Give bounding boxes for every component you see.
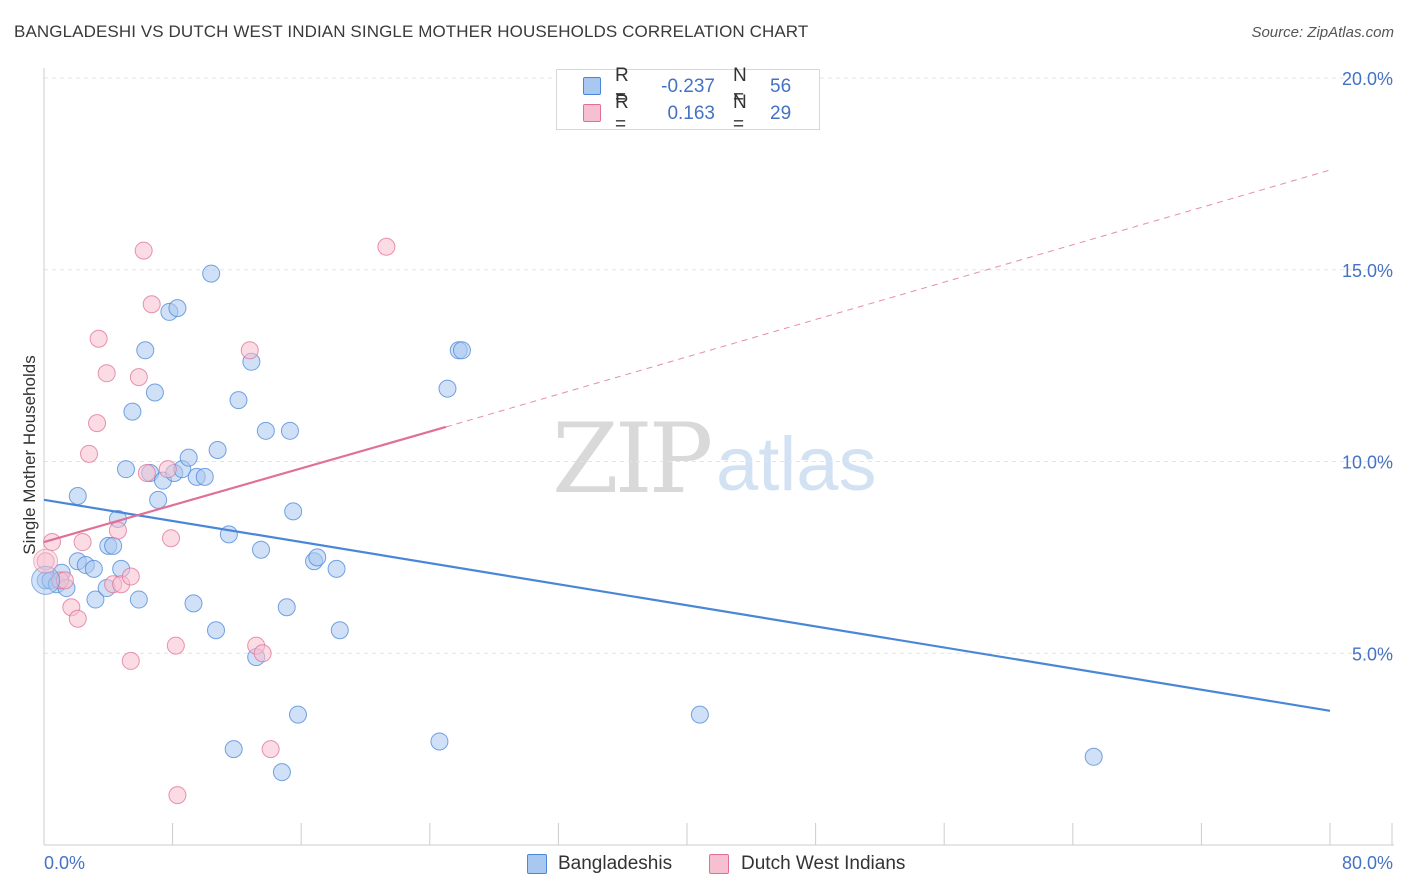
trend-lines: [43, 169, 1331, 712]
data-point-cluster: [31, 565, 61, 595]
data-point: [202, 264, 221, 283]
data-point: [137, 464, 156, 483]
data-point: [430, 732, 449, 751]
legend-n-label: N =: [733, 91, 747, 135]
legend-n-value: 56: [770, 75, 792, 97]
data-point: [377, 237, 396, 256]
data-point: [330, 621, 349, 640]
data-point: [261, 740, 280, 759]
x-tick-label: 80.0%: [1342, 853, 1393, 873]
data-point: [168, 299, 187, 318]
trend-line-extension: [445, 169, 1331, 428]
data-point: [207, 621, 226, 640]
y-axis-label: Single Mother Households: [20, 355, 39, 554]
watermark-zip: ZIP: [552, 403, 711, 515]
watermark-atlas: atlas: [716, 422, 877, 507]
y-tick-label: 15.0%: [1342, 261, 1393, 281]
legend-r-label: R =: [615, 91, 629, 135]
series-bangladeshis: [36, 264, 1103, 782]
series-dutch-west-indians: [36, 237, 396, 805]
data-point: [80, 444, 99, 463]
data-point: [161, 529, 180, 548]
data-point: [438, 379, 457, 398]
trend-line-dutch-west-indians: [43, 425, 447, 544]
data-point: [84, 559, 103, 578]
data-point: [121, 567, 140, 586]
data-point: [129, 368, 148, 387]
bottom-legend-label: Dutch West Indians: [741, 853, 906, 874]
legend-r-value: 0.163: [667, 102, 715, 124]
data-point: [121, 651, 140, 670]
watermark: ZIP atlas: [552, 403, 877, 515]
y-tick-label: 5.0%: [1352, 644, 1393, 664]
data-point: [280, 421, 299, 440]
data-point: [288, 705, 307, 724]
data-point: [158, 460, 177, 479]
data-point: [168, 786, 187, 805]
data-point: [277, 598, 296, 617]
data-point: [136, 341, 155, 360]
data-point: [308, 548, 327, 567]
data-point: [145, 383, 164, 402]
data-point: [690, 705, 709, 724]
data-point: [184, 594, 203, 613]
data-point: [452, 341, 471, 360]
data-point: [272, 763, 291, 782]
trend-line-bangladeshis: [43, 498, 1331, 712]
y-tick-label: 10.0%: [1342, 453, 1393, 473]
legend-n-value: 29: [770, 102, 792, 124]
data-point: [166, 636, 185, 655]
data-point: [327, 559, 346, 578]
data-point: [108, 521, 127, 540]
data-point: [1084, 747, 1103, 766]
data-point-cluster: [33, 548, 59, 574]
data-point: [89, 329, 108, 348]
x-tick-label: 0.0%: [44, 853, 85, 873]
data-point: [123, 402, 142, 421]
legend-n-label: N =: [733, 64, 747, 108]
data-point: [129, 590, 148, 609]
data-point: [284, 502, 303, 521]
bottom-legend-bangladeshis: Bangladeshis: [527, 852, 697, 878]
data-point: [97, 364, 116, 383]
data-point: [195, 467, 214, 486]
legend-swatch-blue: [583, 77, 601, 95]
y-tick-label: 20.0%: [1342, 69, 1393, 89]
legend-r-label: R =: [615, 64, 629, 108]
bottom-legend-label: Bangladeshis: [558, 853, 673, 874]
data-point: [149, 490, 168, 509]
data-point: [253, 644, 272, 663]
data-point: [134, 241, 153, 260]
data-point: [240, 341, 259, 360]
legend-r-value: -0.237: [661, 75, 715, 97]
chart-source: Source: ZipAtlas.com: [1251, 24, 1394, 41]
data-point: [256, 421, 275, 440]
data-point: [224, 740, 243, 759]
data-point: [68, 487, 87, 506]
chart-title: BANGLADESHI VS DUTCH WEST INDIAN SINGLE …: [14, 22, 809, 41]
data-point: [73, 533, 92, 552]
axes: [43, 68, 1394, 846]
data-point: [86, 590, 105, 609]
bottom-legend-swatch-pink: [709, 854, 729, 874]
data-point: [208, 440, 227, 459]
data-point: [252, 540, 271, 559]
bottom-legend-dutch-west-indians: Dutch West Indians: [709, 852, 929, 878]
bottom-legend-swatch-blue: [527, 854, 547, 874]
data-point: [68, 609, 87, 628]
data-point: [104, 536, 123, 555]
tick-labels: 5.0% 10.0% 15.0% 20.0% 0.0% 80.0%: [44, 69, 1393, 873]
data-points: [31, 237, 1103, 805]
data-point: [229, 391, 248, 410]
correlation-legend: R = -0.237 N = 56 R = 0.163 N = 29: [556, 65, 820, 135]
data-point: [116, 460, 135, 479]
data-point: [88, 414, 107, 433]
legend-swatch-pink: [583, 104, 601, 122]
data-point: [142, 295, 161, 314]
data-point: [179, 448, 198, 467]
